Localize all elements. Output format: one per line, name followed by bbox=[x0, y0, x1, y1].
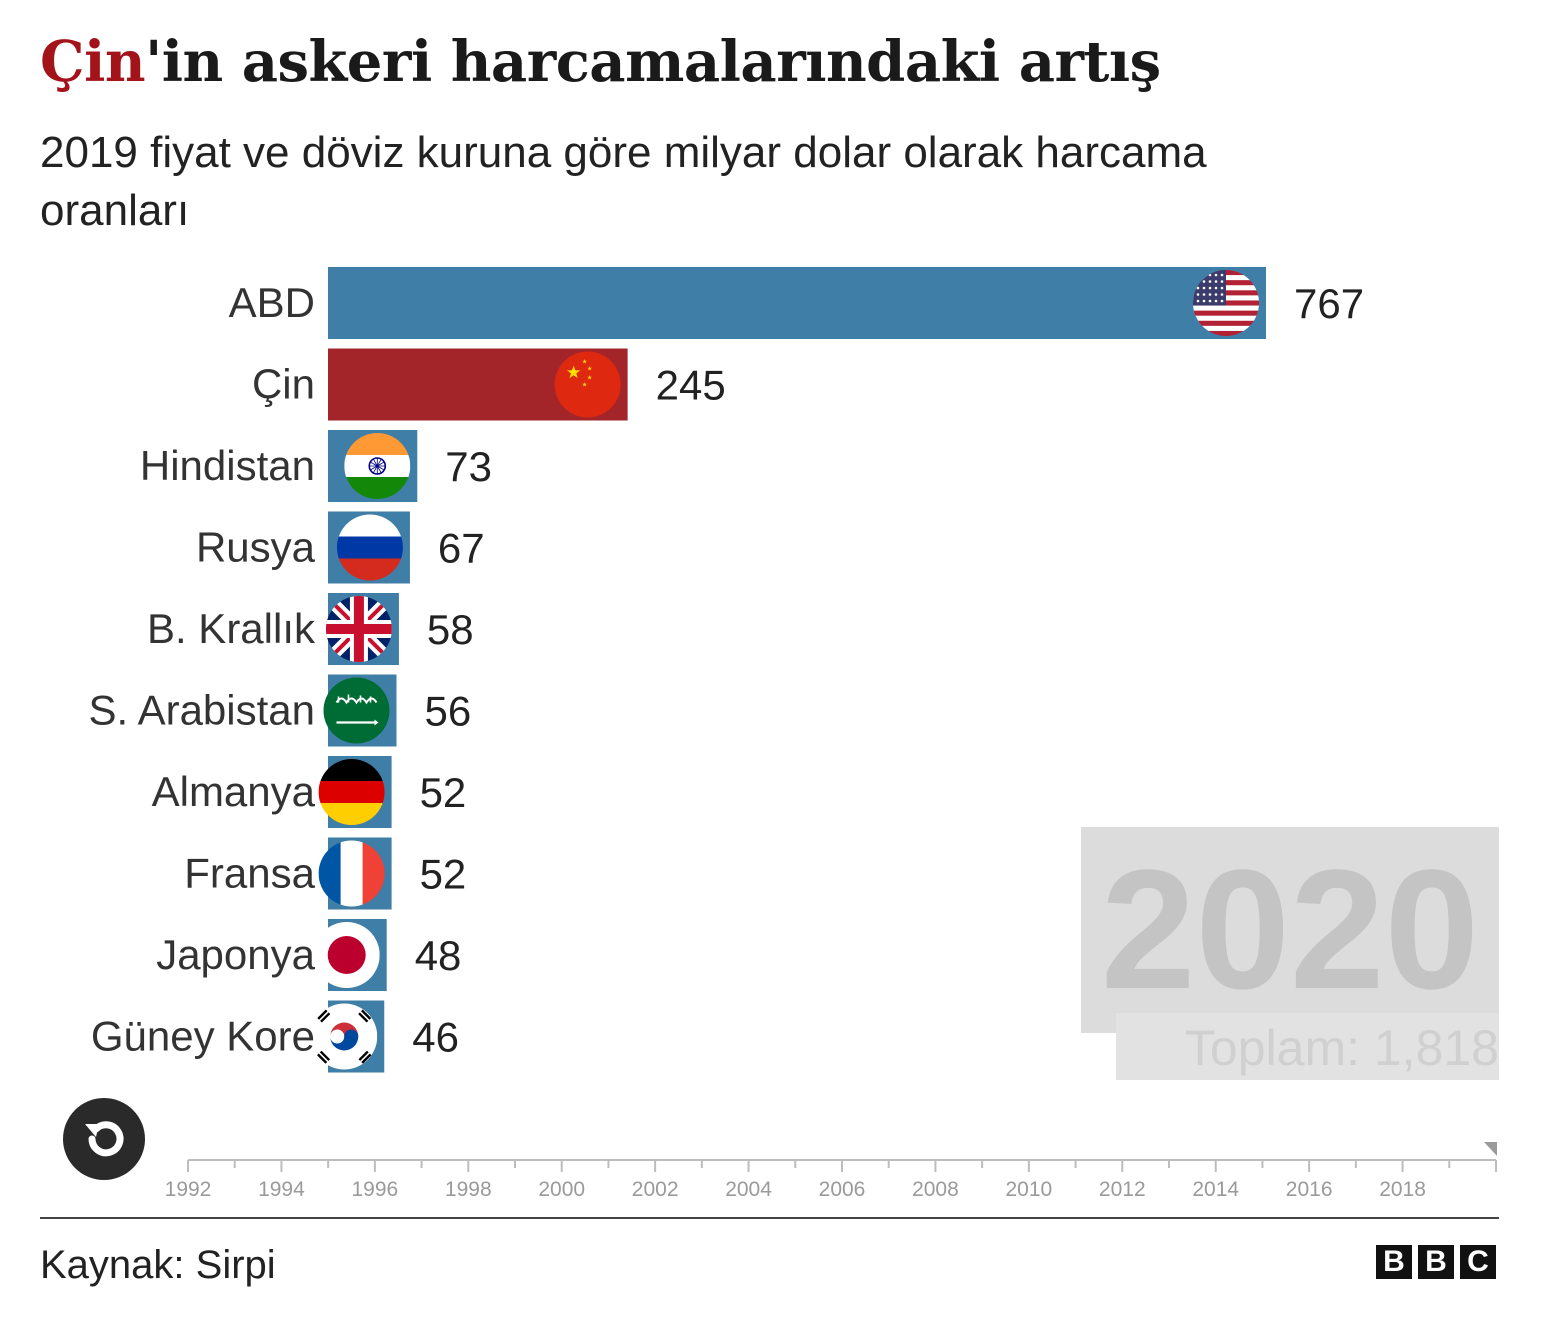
us-flag-icon bbox=[1193, 270, 1259, 336]
chart-title: Çin'in askeri harcamalarındaki artış bbox=[40, 26, 1161, 98]
timeline-tick-label: 2014 bbox=[1192, 1178, 1239, 1201]
chart-subtitle: 2019 fiyat ve döviz kuruna göre milyar d… bbox=[40, 128, 1207, 235]
category-label: ABD bbox=[229, 279, 315, 326]
category-label: Çin bbox=[252, 361, 315, 408]
category-label: Fransa bbox=[184, 850, 315, 897]
timeline-tick-label: 2004 bbox=[725, 1178, 772, 1201]
footer-divider bbox=[40, 1217, 1499, 1219]
uk-flag-icon bbox=[325, 596, 392, 662]
title-rest: 'in askeri harcamalarındaki artış bbox=[145, 29, 1161, 95]
timeline-tick-label: 1994 bbox=[258, 1178, 305, 1201]
category-label: S. Arabistan bbox=[89, 687, 315, 734]
timeline-handle bbox=[1484, 1142, 1497, 1156]
value-label: 767 bbox=[1294, 280, 1364, 327]
replay-icon bbox=[85, 1121, 124, 1157]
bbc-logo-letter: C bbox=[1460, 1245, 1496, 1279]
value-label: 58 bbox=[427, 606, 474, 653]
value-label: 245 bbox=[656, 362, 726, 409]
timeline-tick-label: 2008 bbox=[912, 1178, 959, 1201]
japan-flag-icon bbox=[313, 922, 380, 988]
source-label: Kaynak: Sirpi bbox=[40, 1243, 276, 1287]
value-label: 46 bbox=[412, 1014, 459, 1061]
timeline-tick-label: 2016 bbox=[1286, 1178, 1333, 1201]
timeline-tick-label: 2010 bbox=[1005, 1178, 1052, 1201]
bbc-logo-letter: B bbox=[1376, 1245, 1412, 1279]
china-flag-icon bbox=[554, 351, 621, 418]
timeline-tick-label: 1998 bbox=[445, 1178, 492, 1201]
timeline-tick-label: 2006 bbox=[819, 1178, 866, 1201]
category-label: Almanya bbox=[152, 768, 316, 815]
bar-abd bbox=[328, 267, 1266, 339]
value-label: 52 bbox=[420, 769, 467, 816]
category-label: Hindistan bbox=[140, 442, 315, 489]
title-accent: Çin bbox=[40, 29, 146, 95]
category-label: B. Krallık bbox=[147, 605, 316, 652]
timeline-tick-label: 2002 bbox=[632, 1178, 679, 1201]
germany-flag-icon bbox=[318, 759, 385, 825]
category-label: Güney Kore bbox=[91, 1013, 315, 1060]
replay-button[interactable] bbox=[63, 1098, 145, 1180]
value-label: 48 bbox=[415, 932, 462, 979]
current-year: 2020 bbox=[1100, 835, 1480, 1025]
south-korea-flag-icon bbox=[311, 1003, 378, 1070]
india-flag-icon bbox=[344, 433, 411, 499]
value-label: 67 bbox=[438, 525, 485, 572]
timeline-tick-label: 1996 bbox=[351, 1178, 398, 1201]
timeline-tick-label: 2018 bbox=[1379, 1178, 1426, 1201]
timeline-tick-label: 1992 bbox=[165, 1178, 212, 1201]
france-flag-icon bbox=[318, 840, 385, 907]
timeline-tick-label: 2012 bbox=[1099, 1178, 1146, 1201]
timeline-tick-label: 2000 bbox=[538, 1178, 585, 1201]
category-label: Rusya bbox=[196, 524, 316, 571]
total-box bbox=[1116, 1013, 1499, 1080]
russia-flag-icon bbox=[336, 514, 403, 581]
value-label: 52 bbox=[420, 851, 467, 898]
saudi-arabia-flag-icon bbox=[323, 677, 390, 744]
bbc-logo-letter: B bbox=[1418, 1245, 1454, 1279]
category-label: Japonya bbox=[156, 931, 315, 978]
bbc-logo: B B C bbox=[1376, 1245, 1496, 1279]
value-label: 73 bbox=[445, 443, 492, 490]
value-label: 56 bbox=[424, 688, 471, 735]
year-box bbox=[1081, 827, 1499, 1033]
total-label: Toplam: 1,818 bbox=[1184, 1020, 1499, 1076]
